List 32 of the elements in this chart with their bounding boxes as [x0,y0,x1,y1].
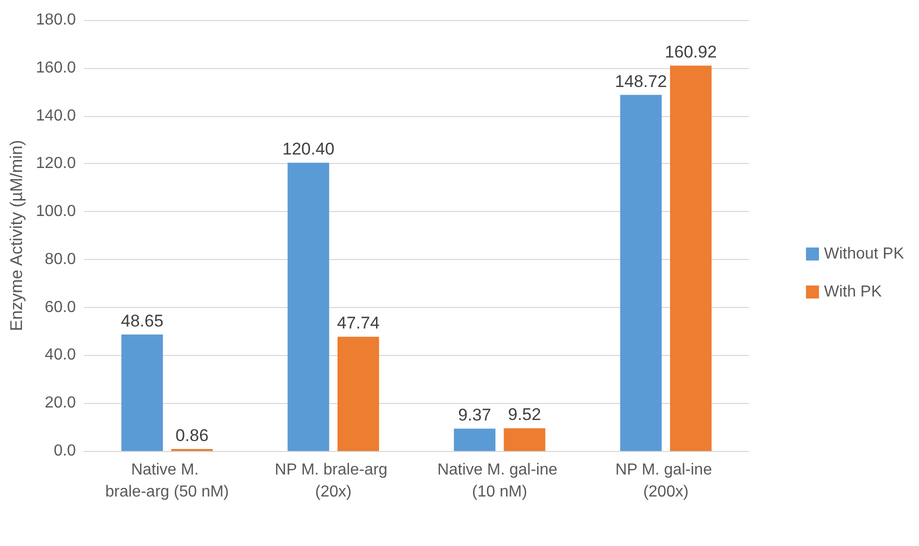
x-tick-label: NP M. gal-ine (200x) [615,462,716,500]
text: 0.86 [175,426,209,445]
legend-label: With PK [824,284,882,300]
bar [454,428,496,451]
y-tick-label: 80.0 [44,250,76,268]
bar [121,334,163,451]
y-tick-label: 140.0 [36,107,76,124]
x-tick-label: NP M. brale-arg (20x) [274,462,392,500]
text: 9.37 [458,406,492,425]
x-tick-label: Native M. gal-ine (10 nM) [437,462,562,500]
bar [670,66,712,451]
legend-label: Without PK [824,246,904,262]
text: 9.52 [508,405,542,424]
text: 47.74 [337,314,380,333]
bar [504,428,546,451]
bar [337,336,380,451]
y-tick-label: 0.0 [54,442,76,460]
x-tick-label: Native M. brale-arg (50 nM) [105,462,229,500]
y-tick-label: 160.0 [36,59,76,76]
y-tick-label: 120.0 [36,155,76,172]
text: 148.72 [614,72,667,91]
bar [288,162,330,451]
bar [620,94,662,451]
text: 48.65 [120,312,164,331]
y-tick-label: 40.0 [44,346,76,364]
text: 160.92 [664,42,717,62]
text: 120.40 [282,140,334,159]
y-axis-title: Enzyme Activity (µM/min) [7,140,26,332]
y-tick-label: 100.0 [36,203,76,220]
y-tick-label: 180.0 [36,12,76,28]
y-tick-label: 20.0 [44,394,76,412]
y-tick-label: 60.0 [44,298,76,316]
